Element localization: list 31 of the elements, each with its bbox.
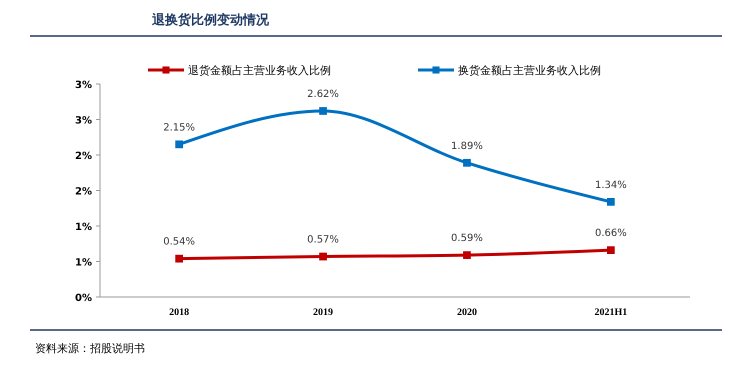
- point: [606, 246, 615, 254]
- data-label: 2.62%: [307, 88, 339, 100]
- data-label: 0.54%: [163, 236, 196, 248]
- y-tick-label: 1%: [75, 258, 92, 268]
- data-label: 0.59%: [451, 233, 483, 244]
- point: [319, 252, 327, 260]
- point: [175, 254, 184, 263]
- x-tick-label: 2018: [169, 307, 190, 318]
- legend-label: 退货金额占主营业务收入比例: [188, 64, 331, 77]
- point: [175, 140, 184, 148]
- x-tick-label: 2020: [456, 307, 477, 318]
- y-tick-label: 2%: [75, 151, 92, 162]
- point: [319, 107, 327, 115]
- point: [463, 158, 471, 167]
- legend-label: 换货金额占主营业务收入比例: [458, 64, 601, 77]
- x-tick-label: 2019: [313, 307, 334, 318]
- y-tick-label: 0%: [75, 293, 92, 304]
- text: 资料来源：招股说明书: [35, 342, 145, 355]
- data-label: 2.15%: [163, 122, 196, 134]
- point: [463, 251, 471, 259]
- y-tick-label: 3%: [75, 80, 92, 91]
- data-label: 0.66%: [594, 228, 627, 240]
- data-label: 1.89%: [451, 140, 483, 152]
- data-label: 0.57%: [307, 234, 339, 246]
- x-tick-label: 2021H1: [594, 307, 628, 318]
- point: [606, 198, 615, 206]
- data-label: 1.34%: [594, 180, 627, 191]
- chart-title: 退换货比例变动情况: [151, 12, 270, 28]
- y-tick-label: 3%: [75, 116, 92, 126]
- y-tick-label: 2%: [75, 186, 92, 198]
- y-tick-label: 1%: [75, 222, 92, 233]
